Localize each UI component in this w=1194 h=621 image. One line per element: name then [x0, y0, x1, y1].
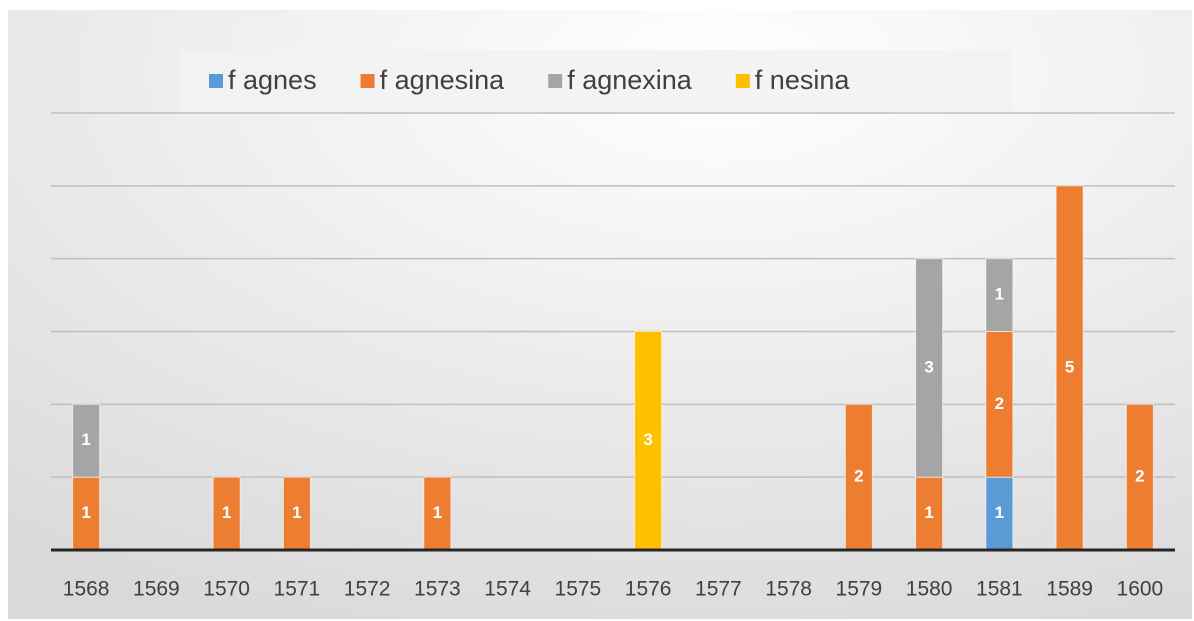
data-label: 2: [995, 394, 1004, 413]
x-tick-label: 1575: [555, 578, 602, 601]
x-tick-label: 1572: [344, 578, 391, 601]
x-tick-label: 1573: [414, 578, 461, 601]
data-label: 1: [81, 430, 90, 449]
data-label: 1: [433, 503, 442, 522]
x-tick-label: 1580: [906, 578, 953, 601]
bar-segment: [915, 258, 944, 478]
legend-swatch: [548, 74, 563, 88]
bar-segment: [72, 403, 101, 478]
legend-label: f agnexina: [567, 65, 693, 95]
x-tick-label: 1578: [765, 578, 812, 601]
legend-swatch: [735, 74, 750, 88]
x-tick-label: 1568: [63, 578, 110, 601]
data-label: 1: [292, 503, 301, 522]
x-tick-label: 1574: [484, 578, 531, 601]
data-label: 3: [643, 430, 652, 449]
x-tick-label: 1579: [836, 578, 883, 601]
bar-segment: [1055, 185, 1084, 551]
data-label: 1: [995, 503, 1004, 522]
legend-label: f nesina: [755, 65, 851, 95]
x-tick-label: 1569: [133, 578, 180, 601]
x-tick-label: 1600: [1117, 578, 1164, 601]
legend-box: [180, 50, 1012, 113]
x-tick-label: 1571: [274, 578, 321, 601]
bar-segment: [844, 403, 873, 551]
x-tick-label: 1576: [625, 578, 672, 601]
data-label: 5: [1065, 357, 1074, 376]
data-label: 2: [854, 467, 863, 486]
data-label: 1: [924, 503, 933, 522]
data-label: 1: [81, 503, 90, 522]
data-label: 3: [924, 357, 933, 376]
legend-swatch: [209, 74, 223, 88]
data-label: 2: [1135, 467, 1144, 486]
data-label: 1: [222, 503, 231, 522]
x-tick-label: 1577: [695, 578, 742, 601]
bar-segment: [423, 476, 452, 551]
data-label: 1: [995, 285, 1004, 304]
x-tick-label: 1589: [1046, 578, 1093, 601]
legend-label: f agnesina: [380, 65, 506, 95]
x-tick-label: 1581: [976, 578, 1023, 601]
bar-segment: [1125, 403, 1154, 551]
x-tick-label: 1570: [203, 578, 250, 601]
legend-swatch: [360, 74, 375, 88]
legend-label: f agnes: [228, 65, 317, 95]
bar-segment: [915, 476, 944, 551]
bar-segment: [212, 476, 241, 551]
bar-segment: [72, 476, 101, 551]
bar-segment: [985, 258, 1014, 332]
